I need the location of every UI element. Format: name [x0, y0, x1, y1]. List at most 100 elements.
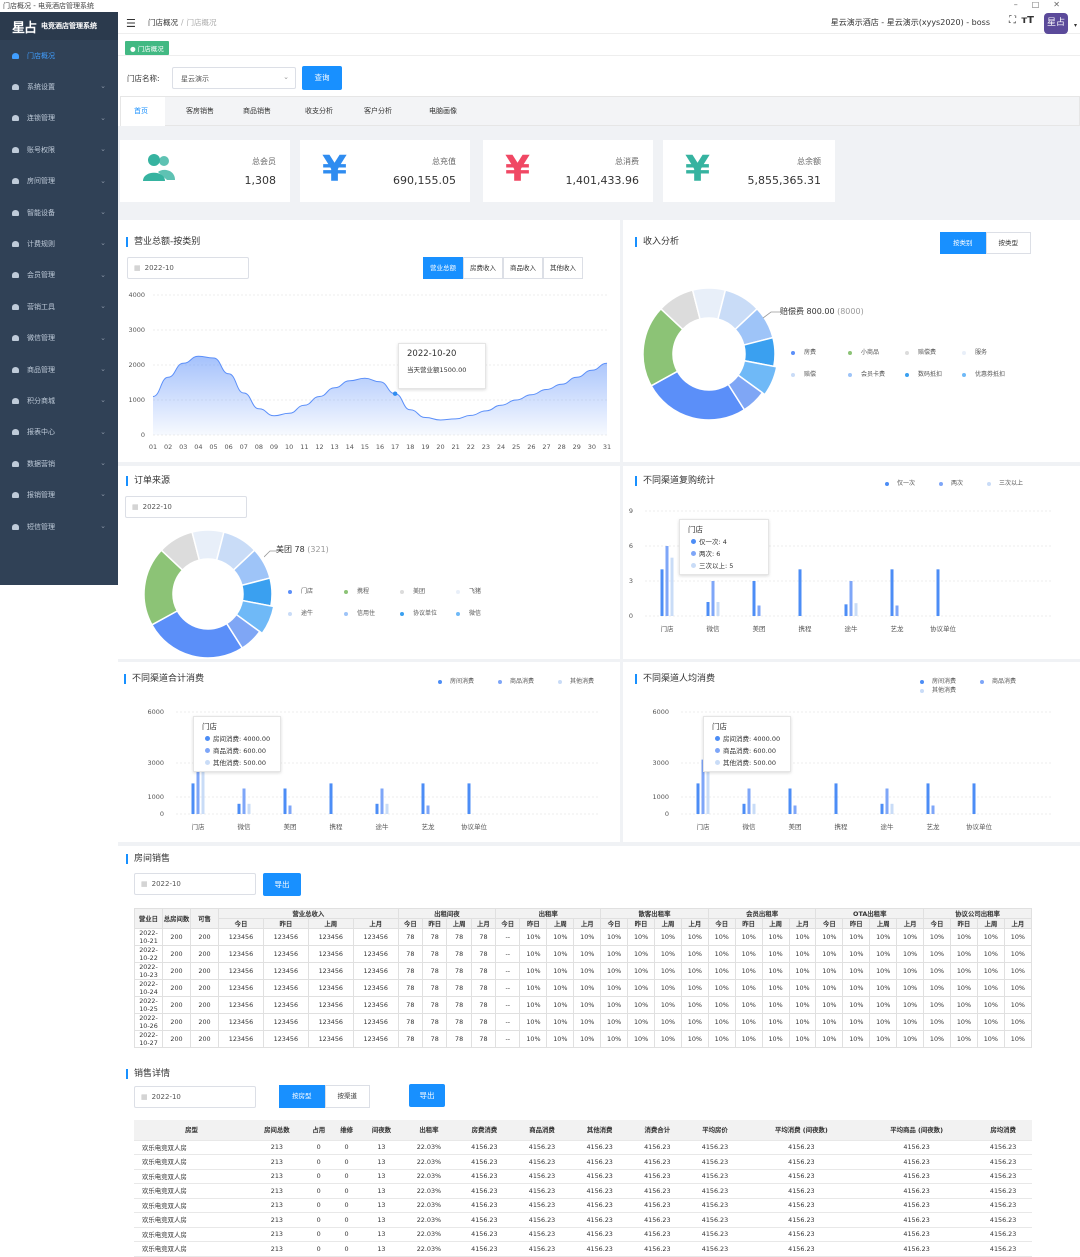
- sidebar-item[interactable]: 会员管理⌄: [0, 260, 118, 291]
- bar[interactable]: [717, 602, 720, 616]
- bar[interactable]: [753, 581, 756, 616]
- sidebar-item[interactable]: 房间管理⌄: [0, 166, 118, 197]
- chevron-down-icon[interactable]: ▾: [1074, 22, 1077, 29]
- bar[interactable]: [386, 804, 389, 814]
- bar[interactable]: [671, 558, 674, 616]
- bar[interactable]: [789, 789, 792, 815]
- sidebar-item[interactable]: 报销管理⌄: [0, 479, 118, 510]
- avg-consume-bar-chart[interactable]: 0100030006000门店微信美团携程途牛艺龙协议单位: [623, 698, 1080, 836]
- bar[interactable]: [794, 806, 797, 815]
- tab-pc-profile[interactable]: 电脑画像: [429, 106, 457, 116]
- income-donut-chart[interactable]: [639, 286, 779, 426]
- store-select[interactable]: 星云演示⌄: [172, 67, 296, 89]
- tab-finance[interactable]: 收支分析: [305, 106, 333, 116]
- bar[interactable]: [289, 806, 292, 815]
- bar[interactable]: [666, 546, 669, 616]
- bar[interactable]: [753, 804, 756, 814]
- date-picker[interactable]: ▦2022-10: [127, 257, 249, 279]
- bar[interactable]: [712, 581, 715, 616]
- bar[interactable]: [758, 606, 761, 617]
- bar[interactable]: [376, 804, 379, 814]
- bar[interactable]: [330, 783, 333, 814]
- bar[interactable]: [248, 804, 251, 814]
- sidebar-item[interactable]: 积分商城⌄: [0, 385, 118, 416]
- hamburger-icon[interactable]: ☰: [126, 17, 136, 30]
- legend-item[interactable]: 会员卡费: [848, 369, 885, 378]
- legend-item[interactable]: 携程: [344, 586, 369, 595]
- bar[interactable]: [238, 804, 241, 814]
- bar[interactable]: [284, 789, 287, 815]
- bar[interactable]: [886, 789, 889, 815]
- bar[interactable]: [202, 772, 205, 815]
- sidebar-item[interactable]: 门店概况: [0, 40, 118, 71]
- sidebar-item[interactable]: 数据营销⌄: [0, 448, 118, 479]
- sidebar-item[interactable]: 营销工具⌄: [0, 291, 118, 322]
- bar[interactable]: [896, 606, 899, 617]
- legend-item[interactable]: 美团: [400, 586, 425, 595]
- bar[interactable]: [743, 804, 746, 814]
- date-picker[interactable]: ▦2022-10: [125, 496, 247, 518]
- user-info[interactable]: 星云演示酒店 - 星云演示(xyys2020) - boss: [831, 17, 990, 28]
- bar[interactable]: [707, 602, 710, 616]
- legend-item[interactable]: 赔偿: [791, 369, 816, 378]
- font-size-icon[interactable]: ᴛT: [1021, 15, 1034, 26]
- btn-by-channel[interactable]: 按渠道: [325, 1085, 371, 1108]
- btn-other[interactable]: 其他收入: [543, 257, 583, 279]
- bar[interactable]: [427, 806, 430, 815]
- legend-item[interactable]: 房间消费: [438, 676, 474, 685]
- tab-room-sales[interactable]: 客房销售: [186, 106, 214, 116]
- btn-total[interactable]: 营业总额: [423, 257, 463, 279]
- bar[interactable]: [697, 783, 700, 814]
- btn-room[interactable]: 房费收入: [463, 257, 503, 279]
- legend-item[interactable]: 协议单位: [400, 608, 437, 617]
- tab-customer[interactable]: 客户分析: [364, 106, 392, 116]
- bar[interactable]: [707, 772, 710, 815]
- legend-item[interactable]: 信用住: [344, 608, 375, 617]
- legend-item[interactable]: 两次: [939, 478, 963, 487]
- export-button[interactable]: 导出: [263, 873, 301, 896]
- date-picker[interactable]: ▦2022-10: [134, 1086, 256, 1108]
- bar[interactable]: [881, 804, 884, 814]
- sidebar-item[interactable]: 短信管理⌄: [0, 511, 118, 542]
- bar[interactable]: [422, 783, 425, 814]
- legend-item[interactable]: 三次以上: [987, 478, 1023, 487]
- legend-item[interactable]: 微信: [456, 608, 481, 617]
- avatar[interactable]: 星占: [1044, 13, 1068, 34]
- bar[interactable]: [855, 603, 858, 616]
- tab-goods-sales[interactable]: 商品销售: [243, 106, 271, 116]
- bar[interactable]: [468, 783, 471, 814]
- btn-goods[interactable]: 商品收入: [503, 257, 543, 279]
- legend-item[interactable]: 飞猪: [456, 586, 481, 595]
- sidebar-item[interactable]: 计费规则⌄: [0, 228, 118, 259]
- btn-by-type[interactable]: 按类型: [986, 232, 1032, 254]
- date-picker[interactable]: ▦2022-10: [134, 873, 256, 895]
- btn-by-category[interactable]: 按类别: [940, 232, 986, 254]
- sidebar-item[interactable]: 连锁管理⌄: [0, 103, 118, 134]
- window-controls[interactable]: –□✕: [1014, 0, 1074, 9]
- sidebar-item[interactable]: 微信管理⌄: [0, 323, 118, 354]
- bar[interactable]: [661, 569, 664, 616]
- sidebar-item[interactable]: 账号权限⌄: [0, 134, 118, 165]
- tab-home[interactable]: 首页: [134, 106, 148, 116]
- legend-item[interactable]: 仅一次: [885, 478, 915, 487]
- bar[interactable]: [937, 569, 940, 616]
- sidebar-item[interactable]: 系统设置⌄: [0, 71, 118, 102]
- legend-item[interactable]: 其他消费: [558, 676, 594, 685]
- export-button[interactable]: 导出: [409, 1084, 445, 1107]
- bar[interactable]: [192, 783, 195, 814]
- bar[interactable]: [927, 783, 930, 814]
- btn-by-room-type[interactable]: 按房型: [279, 1085, 325, 1108]
- legend-item[interactable]: 房间消费: [920, 676, 956, 685]
- bar[interactable]: [891, 569, 894, 616]
- bar[interactable]: [381, 789, 384, 815]
- sidebar-item[interactable]: 智能设备⌄: [0, 197, 118, 228]
- fullscreen-icon[interactable]: ⛶: [1009, 15, 1016, 26]
- sidebar-item[interactable]: 报表中心⌄: [0, 417, 118, 448]
- sidebar-item[interactable]: 商品管理⌄: [0, 354, 118, 385]
- legend-item[interactable]: 数码抵扣: [905, 369, 942, 378]
- legend-item[interactable]: 商品消费: [980, 676, 1016, 685]
- legend-item[interactable]: 赔偿费: [905, 347, 936, 356]
- legend-item[interactable]: 服务: [962, 347, 987, 356]
- legend-item[interactable]: 门店: [288, 586, 313, 595]
